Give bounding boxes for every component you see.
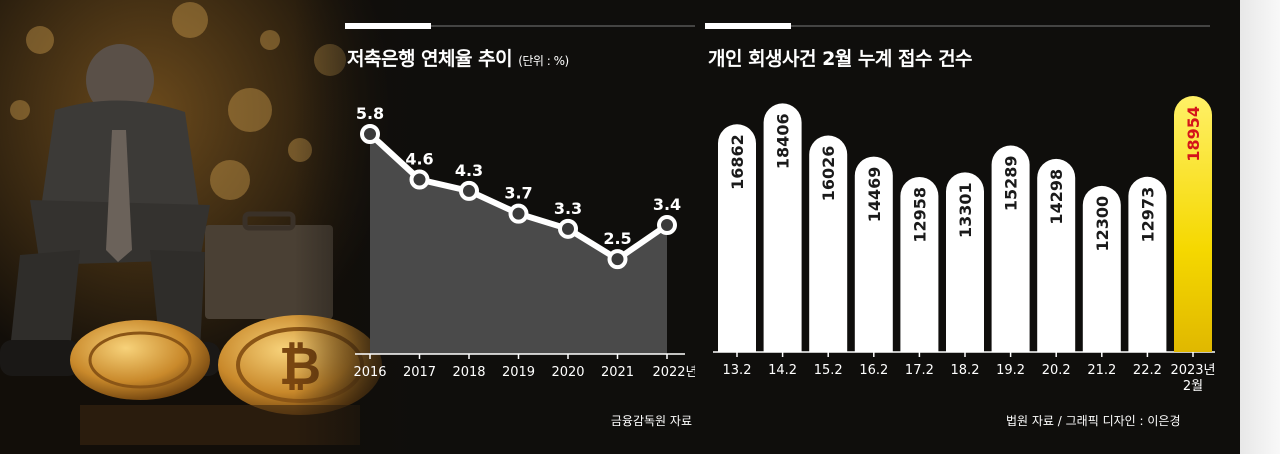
bar-value-label: 14469 <box>865 167 884 223</box>
left-chart-title: 저축은행 연체율 추이 <box>347 48 513 70</box>
right-chart-source: 법원 자료 / 그래픽 디자인 : 이은경 <box>1006 414 1181 428</box>
left-chart-source: 금융감독원 자료 <box>610 414 692 428</box>
bar <box>946 172 984 352</box>
bar-value-label: 12958 <box>910 187 929 243</box>
background-photo: ₿ <box>0 0 420 454</box>
line-chart-x-tick-label: 2016 <box>353 365 386 380</box>
bar <box>900 176 939 352</box>
bar-chart-x-tick-label: 19.2 <box>996 363 1025 378</box>
line-chart-x-tick-label: 2020 <box>551 365 584 380</box>
bar <box>1082 185 1121 352</box>
bar-chart-x-tick-label: 18.2 <box>951 363 980 378</box>
line-chart-point <box>657 215 677 236</box>
bar-chart-x-tick-label: 15.2 <box>814 363 843 378</box>
bar-value-label: 12973 <box>1138 187 1157 243</box>
line-chart-x-tick-label: 2022년 <box>652 365 695 380</box>
line-chart-value-label: 2.5 <box>603 229 631 248</box>
line-chart-value-label: 5.8 <box>356 104 384 123</box>
bar-chart-x-tick-label: 16.2 <box>859 363 888 378</box>
right-edge-strip <box>1240 0 1280 454</box>
right-chart-panel: 개인 회생사건 2월 누계 접수 건수 법원 자료 / 그래픽 디자인 : 이은… <box>700 0 1240 454</box>
bar <box>991 145 1030 352</box>
bar-chart-x-tick-label: 13.2 <box>723 363 752 378</box>
bar-value-label: 12300 <box>1093 196 1112 252</box>
line-chart-value-label: 3.7 <box>504 184 532 203</box>
line-chart-point <box>508 203 529 224</box>
line-chart-point <box>360 124 380 144</box>
bar-value-label: 18954 <box>1184 106 1203 162</box>
left-chart-title-row: 저축은행 연체율 추이 (단위 : %) <box>347 44 569 71</box>
bar-value-label: 16026 <box>819 146 838 202</box>
bar-value-label: 18406 <box>774 113 793 169</box>
line-chart-x-tick-label: 2019 <box>502 365 535 380</box>
bar-chart-x-tick-label: 17.2 <box>905 363 934 378</box>
bar-chart-x-tick-label: 14.2 <box>768 363 797 378</box>
bar <box>1037 158 1076 352</box>
bar-chart-x-tick-label: 21.2 <box>1087 363 1116 378</box>
bar-value-label: 13301 <box>956 182 975 238</box>
bar <box>809 135 848 352</box>
left-chart-top-rule <box>345 23 695 29</box>
line-chart-point <box>459 180 479 201</box>
bar <box>1128 176 1167 352</box>
bar-value-label: 15289 <box>1002 156 1021 212</box>
right-chart-top-rule <box>705 23 1210 29</box>
bar <box>854 156 893 352</box>
line-chart-x-tick-label: 2021 <box>601 365 634 380</box>
line-chart-value-label: 3.4 <box>653 195 681 214</box>
line-chart-area <box>370 134 667 354</box>
bar-chart-x-tick-label: 22.2 <box>1133 363 1162 378</box>
line-chart-value-label: 4.3 <box>455 161 483 180</box>
left-chart-panel: 저축은행 연체율 추이 (단위 : %) 금융감독원 자료 <box>340 0 700 454</box>
bar-highlight <box>1174 96 1212 352</box>
line-chart-value-label: 3.3 <box>554 199 582 218</box>
line-chart-x-tick-label: 2018 <box>452 365 485 380</box>
line-chart: 5.8 4.6 4.3 3.7 3.3 2.5 3.4 2016 2017 2018 2019 202… <box>353 104 695 380</box>
bar <box>763 103 802 353</box>
bar-chart-x-tick-label: 2월 <box>1183 379 1203 394</box>
line-chart-point <box>558 218 578 239</box>
line-chart-point <box>607 249 628 270</box>
bar <box>718 124 756 352</box>
bar-value-label: 16862 <box>728 134 747 190</box>
bar-chart-x-tick-label: 20.2 <box>1042 363 1071 378</box>
left-chart-unit: (단위 : %) <box>518 54 569 68</box>
bar-chart: 16862 13.2 18406 14.2 16026 15.2 14469 16.2 1295… <box>713 96 1216 394</box>
line-chart-value-label: 4.6 <box>405 150 433 169</box>
bar-chart-x-tick-label: 2023년 <box>1170 363 1215 378</box>
line-chart-x-tick-label: 2017 <box>403 365 436 380</box>
bar-value-label: 14298 <box>1047 169 1066 225</box>
line-chart-point <box>409 169 430 190</box>
right-chart-title: 개인 회생사건 2월 누계 접수 건수 <box>708 48 973 70</box>
